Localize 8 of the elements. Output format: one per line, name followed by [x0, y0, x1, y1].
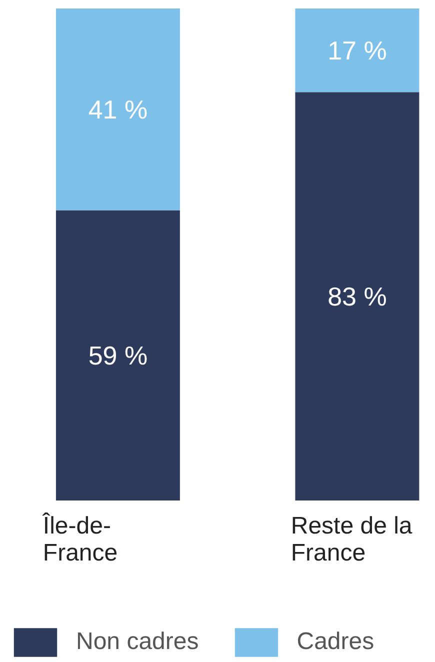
data-label: 83 % — [328, 281, 387, 312]
data-label: 41 % — [88, 94, 148, 124]
x-tick-label: Reste de la France — [290, 512, 413, 566]
data-label: 17 % — [328, 35, 387, 66]
x-tick-label: Île-de-France — [42, 512, 118, 566]
data-label: 59 % — [88, 340, 148, 370]
legend-label: Non cadres — [76, 628, 199, 656]
legend-label: Cadres — [296, 628, 374, 656]
